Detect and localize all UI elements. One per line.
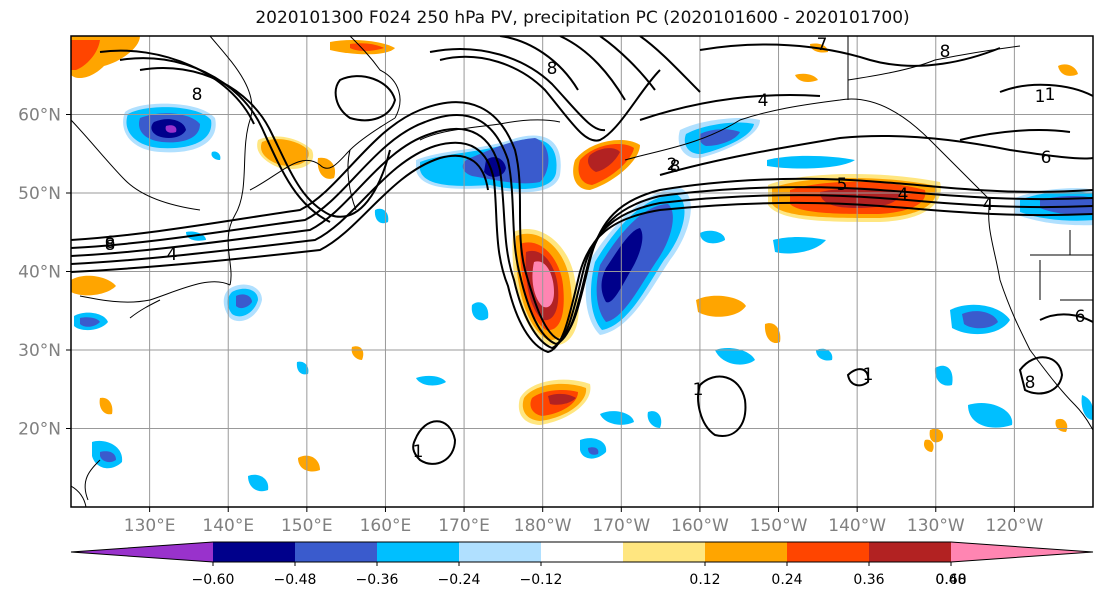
contour-label: 1: [863, 365, 874, 385]
latitude-labels: 20°N 30°N 40°N 50°N 60°N: [18, 106, 71, 440]
colorbar-segment: [869, 542, 951, 562]
colorbar-segment: [213, 542, 295, 562]
lon-label: 150°W: [750, 516, 808, 536]
lon-label: 140°E: [202, 516, 254, 536]
contour-label: 4: [898, 185, 909, 205]
colorbar-tick-label: −0.48: [274, 572, 317, 588]
map-title: 2020101300 F024 250 hPa PV, precipitatio…: [255, 8, 910, 28]
map-panel: [71, 36, 1093, 507]
lat-lon-grid: [71, 36, 1093, 507]
contour-label: 4: [758, 91, 769, 111]
colorbar-segment: [787, 542, 869, 562]
lon-label: 170°E: [438, 516, 490, 536]
colorbar-tick-label: 0.48: [935, 572, 966, 588]
lat-label: 30°N: [18, 341, 61, 361]
lat-label: 50°N: [18, 184, 61, 204]
contour-label: 8: [105, 235, 116, 255]
contour-label: 4: [167, 245, 178, 265]
contour-label: 6: [1041, 148, 1052, 168]
colorbar-tick-label: −0.36: [356, 572, 399, 588]
contour-label: 1: [1045, 85, 1056, 105]
lon-label: 180°W: [514, 516, 572, 536]
longitude-labels: 130°E 140°E 150°E 160°E 170°E 180°W 170°W 160°W…: [124, 507, 1044, 536]
colorbar-segment: [705, 542, 787, 562]
contour-label: 6: [1075, 307, 1086, 327]
contour-label: 8: [192, 85, 203, 105]
lon-label: 130°E: [124, 516, 176, 536]
lat-label: 60°N: [18, 106, 61, 126]
coastlines: [71, 36, 1093, 507]
colorbar-segment: [377, 542, 459, 562]
contour-label: 5: [837, 175, 848, 195]
colorbar-tick-label: 0.12: [689, 572, 720, 588]
contour-label: 8: [547, 59, 558, 79]
colorbar-segment: [295, 542, 377, 562]
contour-label: 6: [105, 233, 116, 253]
colorbar-segment: [541, 542, 623, 562]
lon-label: 130°W: [907, 516, 965, 536]
lon-label: 120°W: [986, 516, 1044, 536]
lon-label: 150°E: [281, 516, 333, 536]
colorbar-tick-label: 0.36: [853, 572, 884, 588]
contour-label: 8: [940, 42, 951, 62]
contour-label: 1: [693, 380, 704, 400]
colorbar-max-arrow: [951, 542, 1093, 562]
contour-label: 8: [670, 157, 681, 177]
colorbar-tick-label: −0.24: [438, 572, 481, 588]
lat-label: 40°N: [18, 263, 61, 283]
lon-label: 160°W: [671, 516, 729, 536]
colorbar-tick-label: −0.12: [520, 572, 563, 588]
pv-contours: [71, 36, 1093, 465]
contour-label: 4: [983, 195, 994, 215]
contour-label: 7: [817, 35, 828, 55]
lon-label: 140°W: [828, 516, 886, 536]
colorbar: −0.60 −0.48 −0.36 −0.24 −0.12 0.12 0.24 0.36 0.4…: [70, 541, 1094, 588]
colorbar-segment: [623, 542, 705, 562]
contour-label: 8: [1025, 373, 1036, 393]
colorbar-segment: [459, 542, 541, 562]
colorbar-min-arrow: [71, 542, 213, 562]
colorbar-tick-label: 0.24: [771, 572, 802, 588]
contour-label: 2: [667, 155, 678, 175]
precip-anomaly-shading: [71, 36, 1093, 492]
colorbar-tick-label: −0.60: [192, 572, 235, 588]
lat-label: 20°N: [18, 420, 61, 440]
contour-label: 1: [413, 442, 424, 462]
lon-label: 170°W: [592, 516, 650, 536]
contour-label: 1: [1035, 87, 1046, 107]
lon-label: 160°E: [360, 516, 412, 536]
colorbar-tick-label: 0.60: [935, 572, 966, 588]
